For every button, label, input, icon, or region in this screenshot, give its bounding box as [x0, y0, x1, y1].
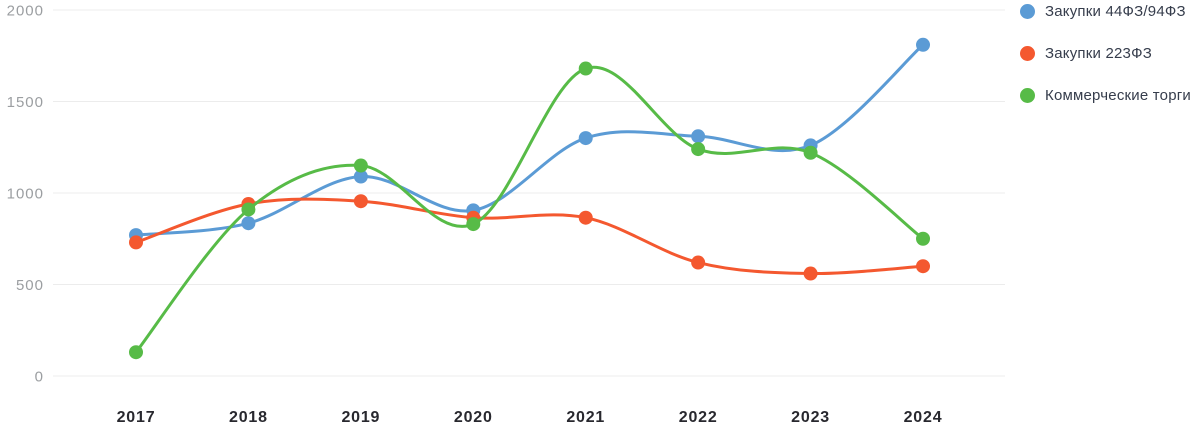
data-point[interactable] — [129, 235, 143, 250]
x-tick-label: 2021 — [566, 409, 605, 426]
y-tick-label: 1000 — [7, 185, 44, 202]
data-point[interactable] — [241, 216, 256, 231]
data-point[interactable] — [578, 210, 593, 225]
x-axis-labels: 2017 2018 2019 2020 2021 2022 2023 2024 — [117, 409, 943, 426]
data-point[interactable] — [691, 142, 706, 157]
legend-dot-icon — [1020, 87, 1035, 103]
x-tick-label: 2019 — [341, 409, 380, 426]
legend-item-2[interactable]: Коммерческие торги — [1020, 85, 1191, 105]
legend-label: Коммерческие торги — [1045, 86, 1192, 104]
data-point[interactable] — [691, 255, 706, 270]
x-tick-label: 2023 — [791, 409, 830, 426]
data-point[interactable] — [466, 217, 481, 232]
x-tick-label: 2022 — [679, 409, 718, 426]
data-point[interactable] — [916, 37, 931, 52]
data-point[interactable] — [353, 194, 368, 209]
legend-item-1[interactable]: Закупки 223ФЗ — [1020, 43, 1191, 63]
data-point[interactable] — [803, 145, 818, 160]
data-point[interactable] — [916, 259, 931, 274]
y-tick-label: 500 — [16, 277, 44, 294]
legend-label: Закупки 44ФЗ/94ФЗ — [1045, 2, 1186, 20]
legend-dot-icon — [1020, 3, 1035, 19]
data-point[interactable] — [353, 169, 368, 184]
data-point[interactable] — [691, 129, 706, 144]
y-tick-label: 1500 — [7, 94, 44, 111]
data-point[interactable] — [916, 231, 931, 246]
x-tick-label: 2020 — [454, 409, 493, 426]
data-point[interactable] — [578, 61, 593, 76]
series-2 — [129, 61, 931, 360]
chart-legend: Закупки 44ФЗ/94ФЗ Закупки 223ФЗ Коммерческ… — [1020, 1, 1191, 127]
y-tick-label: 0 — [35, 368, 44, 385]
x-tick-label: 2017 — [117, 409, 156, 426]
x-tick-label: 2024 — [904, 409, 943, 426]
legend-item-0[interactable]: Закупки 44ФЗ/94ФЗ — [1020, 1, 1191, 21]
legend-dot-icon — [1020, 45, 1035, 61]
series-line — [134, 197, 925, 276]
x-tick-label: 2018 — [229, 409, 268, 426]
data-point[interactable] — [803, 266, 818, 281]
legend-label: Закупки 223ФЗ — [1045, 44, 1152, 62]
y-tick-label: 2000 — [7, 2, 44, 19]
y-axis-ticks: 0 500 1000 1500 2000 — [7, 2, 44, 385]
data-point[interactable] — [129, 345, 143, 360]
data-point[interactable] — [353, 158, 368, 173]
data-point[interactable] — [241, 202, 256, 217]
data-point[interactable] — [578, 131, 593, 146]
grid-lines — [53, 9, 1005, 377]
